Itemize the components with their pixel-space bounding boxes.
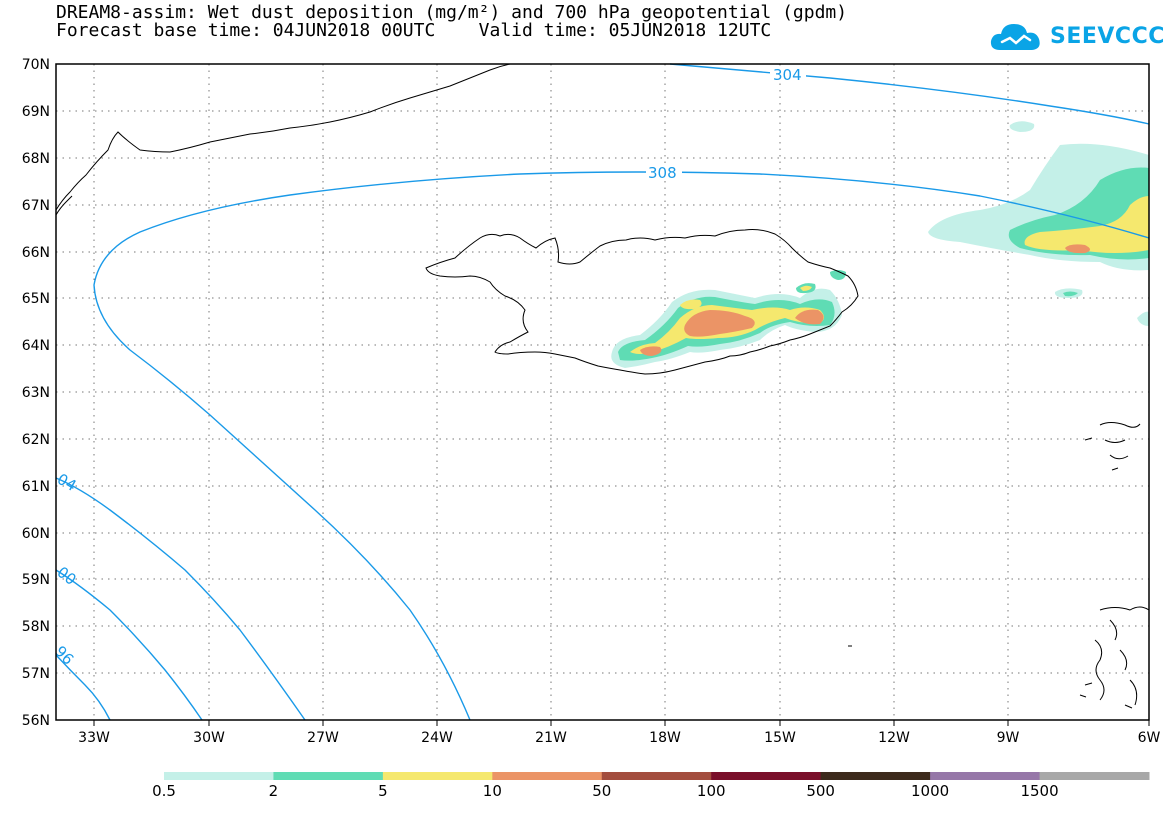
contour-label-308: 308	[648, 164, 677, 182]
legend-swatch	[711, 772, 822, 780]
logo-text: SEEVCCC	[1050, 24, 1165, 49]
lon-label: 9W	[997, 730, 1020, 746]
lon-label: 21W	[535, 730, 567, 746]
map-frame	[55, 63, 1150, 721]
dust-field-iceland	[611, 270, 846, 368]
lon-label: 15W	[764, 730, 796, 746]
legend-label: 2	[268, 782, 279, 800]
contour-label-304: 304	[773, 66, 802, 84]
legend-swatch	[930, 772, 1041, 780]
lat-label: 65N	[22, 291, 50, 307]
contour-304	[669, 63, 1150, 125]
lat-label: 57N	[22, 666, 50, 682]
axis-ticks	[93, 720, 1150, 726]
legend-label: 500	[806, 782, 835, 800]
dust-field-northeast	[928, 121, 1149, 326]
lon-label: 12W	[878, 730, 910, 746]
legend-label: 1000	[911, 782, 950, 800]
lat-label: 60N	[22, 526, 50, 542]
contour-308	[93, 171, 1150, 721]
legend-label: 5	[378, 782, 388, 800]
legend-label: 100	[696, 782, 726, 800]
lat-label: 68N	[22, 151, 50, 167]
lat-label: 64N	[22, 338, 50, 354]
legend-swatch	[382, 772, 493, 780]
graticule	[56, 64, 1149, 720]
lat-label: 70N	[22, 57, 50, 73]
legend-swatch	[1039, 772, 1150, 780]
geopotential-contours	[55, 63, 1150, 721]
lat-label: 66N	[22, 245, 50, 261]
legend-colorbar	[164, 772, 1150, 780]
contour-300	[55, 569, 203, 721]
lat-label: 61N	[22, 479, 50, 495]
lon-label: 30W	[193, 730, 225, 746]
map-title-line1: DREAM8-assim: Wet dust deposition (mg/m²…	[56, 2, 848, 23]
legend-swatch	[164, 772, 274, 780]
legend-label: 10	[482, 782, 502, 800]
lat-label: 63N	[22, 385, 50, 401]
legend-label: 0.5	[152, 782, 176, 800]
contour-304-south	[55, 477, 306, 721]
seevccc-logo: SEEVCCC	[988, 18, 1164, 60]
lon-label: 27W	[307, 730, 339, 746]
legend-swatch	[492, 772, 603, 780]
lat-label: 67N	[22, 198, 50, 214]
lon-label: 33W	[78, 730, 110, 746]
lat-label: 58N	[22, 619, 50, 635]
legend-swatch	[820, 772, 931, 780]
legend-label: 50	[592, 782, 612, 800]
legend-swatch	[601, 772, 712, 780]
lat-label: 69N	[22, 104, 50, 120]
contour-296	[55, 654, 111, 721]
longitude-labels: 33W 30W 27W 24W 21W 18W 15W 12W 9W 6W	[78, 730, 1160, 746]
lon-label: 18W	[649, 730, 681, 746]
lon-label: 24W	[421, 730, 453, 746]
lat-label: 62N	[22, 432, 50, 448]
map-title-line2: Forecast base time: 04JUN2018 00UTC Vali…	[56, 20, 772, 41]
cloud-icon	[990, 24, 1040, 50]
coastlines	[55, 63, 1150, 720]
lat-label: 59N	[22, 572, 50, 588]
legend-label: 1500	[1020, 782, 1059, 800]
lat-label: 56N	[22, 713, 50, 729]
lon-label: 6W	[1138, 730, 1161, 746]
legend-swatch	[273, 772, 384, 780]
latitude-labels: 70N 69N 68N 67N 66N 65N 64N 63N 62N 61N …	[22, 57, 50, 729]
